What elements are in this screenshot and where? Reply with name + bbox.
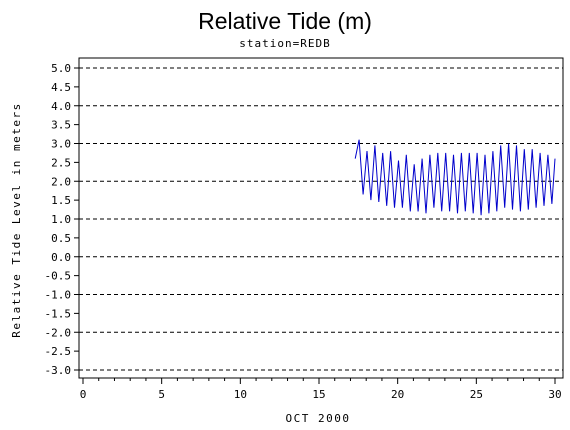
y-tick-label: 4.0 — [51, 100, 71, 113]
x-tick-label: 20 — [391, 388, 404, 401]
y-tick-label: -2.0 — [45, 326, 72, 339]
y-tick-label: -0.5 — [45, 270, 72, 283]
plot-frame — [78, 57, 564, 379]
x-tick-label: 5 — [158, 388, 165, 401]
x-tick-label: 15 — [312, 388, 325, 401]
x-axis-title: OCT 2000 — [286, 412, 351, 425]
y-tick-label: 1.5 — [51, 194, 71, 207]
y-tick-label: 3.0 — [51, 138, 71, 151]
gridlines — [79, 67, 563, 371]
tide-series-line — [354, 139, 556, 216]
chart-title: Relative Tide (m) — [198, 8, 372, 34]
x-tick-label: 30 — [548, 388, 561, 401]
chart-subtitle: station=REDB — [239, 37, 330, 50]
y-tick-label: 2.5 — [51, 156, 71, 169]
series-layer — [354, 139, 556, 216]
y-tick-label: 1.0 — [51, 213, 71, 226]
y-axis: 5.0 4.5 4.0 3.5 3.0 2.5 2.0 1.5 1.0 0.5 0.0 -0.5 -1.… — [45, 62, 79, 377]
y-tick-label: -1.5 — [45, 307, 72, 320]
y-tick-label: -2.5 — [45, 345, 72, 358]
x-axis: 0 5 10 15 20 25 30 — [80, 378, 562, 401]
x-tick-label: 25 — [470, 388, 483, 401]
y-tick-label: 0.0 — [51, 251, 71, 264]
y-tick-label: 0.5 — [51, 232, 71, 245]
y-tick-label: 2.0 — [51, 175, 71, 188]
y-tick-label: -1.0 — [45, 289, 72, 302]
y-tick-label: -3.0 — [45, 364, 72, 377]
x-tick-label: 0 — [80, 388, 87, 401]
x-tick-label: 10 — [234, 388, 247, 401]
y-tick-label: 3.5 — [51, 119, 71, 132]
y-tick-label: 4.5 — [51, 81, 71, 94]
y-axis-title: Relative Tide Level in meters — [10, 102, 23, 338]
y-tick-label: 5.0 — [51, 62, 71, 75]
